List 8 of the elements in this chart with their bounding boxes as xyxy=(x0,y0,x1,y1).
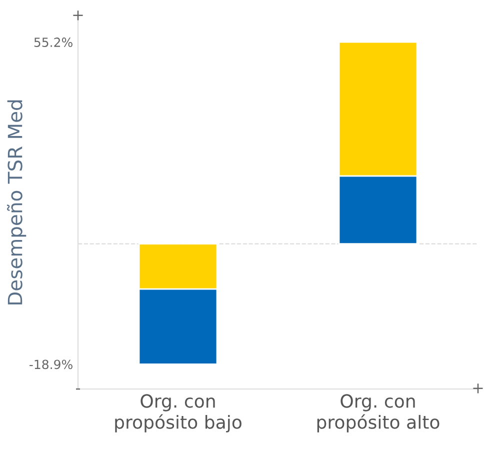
annotation: + xyxy=(473,384,483,394)
y-tick-label: -18.9% xyxy=(30,360,72,370)
y-axis-title: Desempeño TSR Med xyxy=(6,100,26,304)
annotation: + xyxy=(73,10,83,20)
annotation: - xyxy=(76,388,80,390)
x-tick-label: Org. con propósito bajo xyxy=(115,394,242,432)
x-tick-label: Org. con propósito alto xyxy=(317,394,440,432)
y-tick-label: 55.2% xyxy=(34,38,72,48)
